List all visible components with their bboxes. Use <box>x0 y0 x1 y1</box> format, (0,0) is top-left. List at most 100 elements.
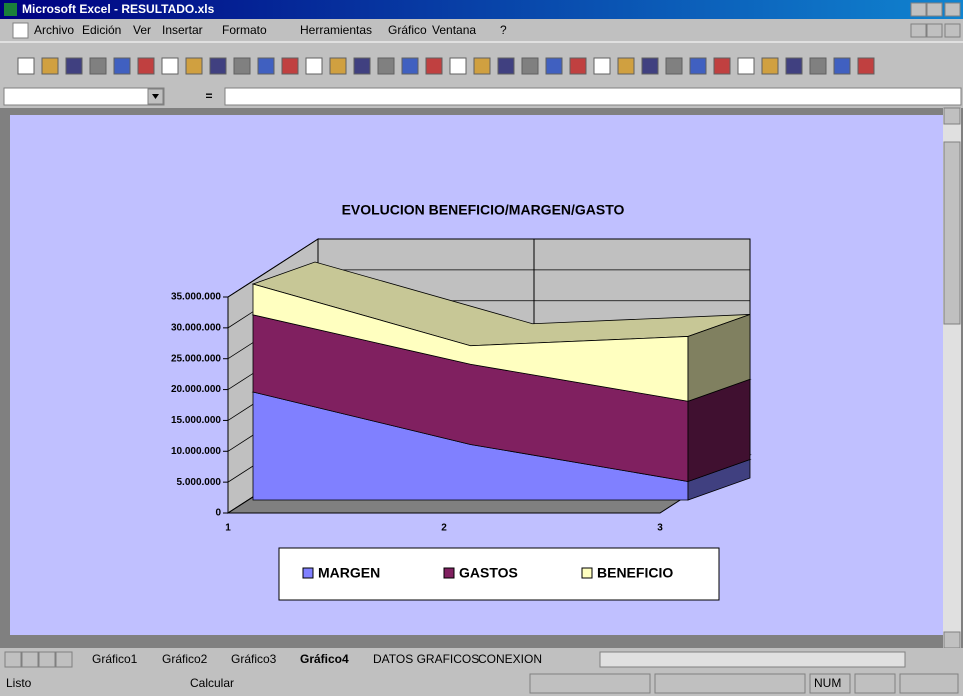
h-scrollbar[interactable] <box>599 651 906 668</box>
tool-button[interactable] <box>425 57 443 75</box>
tool-button[interactable] <box>665 57 683 75</box>
tool-button[interactable] <box>545 57 563 75</box>
tool-button[interactable] <box>113 57 131 75</box>
app-icon <box>4 3 17 16</box>
tool-button[interactable] <box>41 57 59 75</box>
tool-button[interactable] <box>737 57 755 75</box>
legend-swatch <box>443 567 455 579</box>
status-panel <box>654 673 806 694</box>
title-bar <box>0 0 963 19</box>
tool-button[interactable] <box>65 57 83 75</box>
tool-button[interactable] <box>233 57 251 75</box>
window-title: Microsoft Excel - RESULTADO.xls <box>22 2 215 16</box>
tool-button[interactable] <box>89 57 107 75</box>
tool-button[interactable] <box>449 57 467 75</box>
sheet-tab[interactable]: DATOS GRAFICOS <box>373 652 479 666</box>
y-tick-label: 15.000.000 <box>171 415 221 426</box>
area-side <box>687 313 751 402</box>
status-panel <box>854 673 896 694</box>
tool-button[interactable] <box>641 57 659 75</box>
tab-nav[interactable] <box>4 651 73 668</box>
doc-minimize[interactable] <box>910 23 927 38</box>
tool-button[interactable] <box>497 57 515 75</box>
close[interactable] <box>944 2 961 17</box>
menu-item[interactable]: Ver <box>133 23 151 37</box>
tab-next[interactable] <box>38 651 56 668</box>
tool-button[interactable] <box>257 57 275 75</box>
tool-button[interactable] <box>377 57 395 75</box>
doc-close[interactable] <box>944 23 961 38</box>
tool-button[interactable] <box>185 57 203 75</box>
scroll-up[interactable] <box>943 107 961 125</box>
toolbar-buttons[interactable] <box>17 57 875 75</box>
tool-button[interactable] <box>17 57 35 75</box>
x-tick-label: 1 <box>225 523 231 534</box>
legend-label: GASTOS <box>459 565 518 581</box>
sheet-tab[interactable]: Gráfico3 <box>231 652 277 666</box>
menu-item[interactable]: ? <box>500 23 507 37</box>
scroll-down[interactable] <box>943 631 961 649</box>
menu-item[interactable]: Formato <box>222 23 267 37</box>
menu-item[interactable]: Ventana <box>432 23 476 37</box>
legend-box <box>278 547 720 601</box>
y-tick-label: 10.000.000 <box>171 446 221 457</box>
menu-item[interactable]: Insertar <box>162 23 203 37</box>
tool-button[interactable] <box>593 57 611 75</box>
tool-button[interactable] <box>329 57 347 75</box>
minimize[interactable] <box>910 2 927 17</box>
tool-button[interactable] <box>473 57 491 75</box>
chart: 0 5.000.000 10.000.000 15.000.000 20.000.000… <box>171 202 752 601</box>
tool-button[interactable] <box>209 57 227 75</box>
tool-button[interactable] <box>569 57 587 75</box>
tool-button[interactable] <box>401 57 419 75</box>
doc-buttons[interactable] <box>910 23 961 38</box>
menu-item[interactable]: Gráfico <box>388 23 427 37</box>
sheet-tab[interactable]: Gráfico4 <box>300 652 349 666</box>
y-tick-label: 30.000.000 <box>171 322 221 333</box>
status-panel <box>899 673 959 694</box>
tool-button[interactable] <box>281 57 299 75</box>
tab-first[interactable] <box>4 651 22 668</box>
status-calc: Calcular <box>190 676 234 690</box>
tool-button[interactable] <box>521 57 539 75</box>
sheet-tab[interactable]: CONEXION <box>478 652 542 666</box>
sheet-tab[interactable]: Gráfico2 <box>162 652 208 666</box>
legend-label: BENEFICIO <box>597 565 673 581</box>
tool-button[interactable] <box>689 57 707 75</box>
legend-swatch <box>581 567 593 579</box>
tool-button[interactable] <box>353 57 371 75</box>
sheet-tab[interactable]: Gráfico1 <box>92 652 138 666</box>
window-buttons[interactable] <box>910 2 961 17</box>
menu-item[interactable]: Edición <box>82 23 121 37</box>
status-ready: Listo <box>6 676 32 690</box>
formula-input[interactable] <box>224 87 962 106</box>
doc-icon <box>12 22 29 39</box>
y-tick-label: 35.000.000 <box>171 292 221 303</box>
name-box[interactable] <box>3 87 165 106</box>
tool-button[interactable] <box>713 57 731 75</box>
maximize[interactable] <box>926 2 943 17</box>
tool-button[interactable] <box>617 57 635 75</box>
menu-item[interactable]: Herramientas <box>300 23 372 37</box>
menu-bar <box>0 20 963 41</box>
legend-swatch <box>302 567 314 579</box>
status-bar <box>0 672 963 696</box>
tool-button[interactable] <box>161 57 179 75</box>
scroll-thumb[interactable] <box>943 141 961 325</box>
tool-button[interactable] <box>137 57 155 75</box>
tool-button[interactable] <box>857 57 875 75</box>
tool-button[interactable] <box>833 57 851 75</box>
status-panel <box>809 673 851 694</box>
y-tick-label: 5.000.000 <box>177 477 222 488</box>
tool-button[interactable] <box>761 57 779 75</box>
tool-button[interactable] <box>305 57 323 75</box>
tool-button[interactable] <box>809 57 827 75</box>
tab-prev[interactable] <box>21 651 39 668</box>
status-num: NUM <box>814 676 841 690</box>
tool-button[interactable] <box>785 57 803 75</box>
menu-item[interactable]: Archivo <box>34 23 74 37</box>
grid-line <box>227 238 750 298</box>
doc-restore[interactable] <box>926 23 943 38</box>
formula-equals: = <box>205 89 212 103</box>
tab-last[interactable] <box>55 651 73 668</box>
